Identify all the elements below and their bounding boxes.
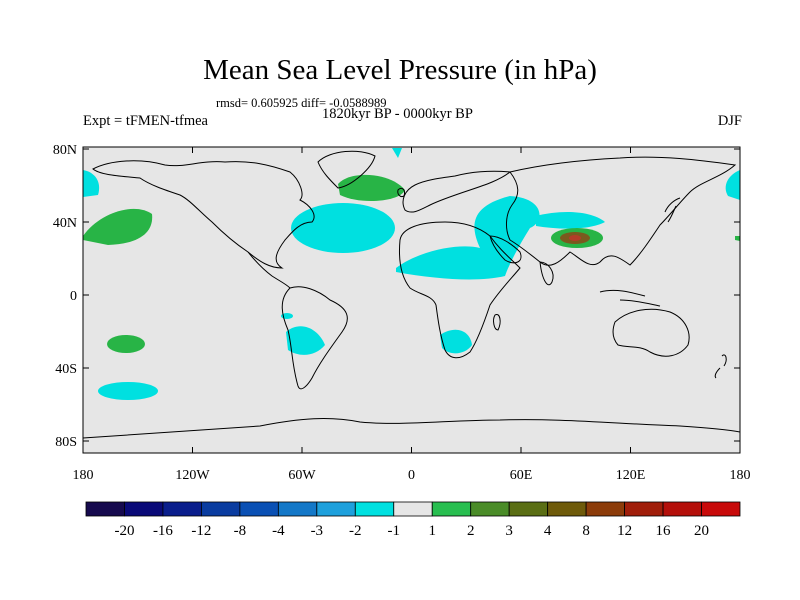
colorbar-label: -20 — [114, 523, 134, 539]
experiment-label: Expt = tFMEN-tfmea — [83, 113, 208, 129]
colorbar-box — [354, 501, 395, 517]
north-pacific-high — [83, 208, 153, 245]
lon-tick-label: 60W — [288, 468, 316, 483]
colorbar-label: 16 — [656, 523, 672, 539]
colorbar-label: -3 — [311, 523, 324, 539]
central-america-coast — [247, 251, 291, 289]
colorbar-label: 12 — [617, 523, 632, 539]
coastlines — [83, 150, 740, 439]
north-america-coast — [92, 160, 315, 269]
colorbar-label: 20 — [694, 523, 709, 539]
uk-coast — [397, 187, 405, 197]
north-atlantic-high — [338, 174, 405, 202]
colorbar-label: -12 — [191, 523, 211, 539]
colorbar-label: -2 — [349, 523, 362, 539]
colorbar-label: -8 — [234, 523, 247, 539]
colorbar-label: -1 — [388, 523, 401, 539]
stats-line: rmsd= 0.605925 diff= -0.0588989 — [216, 96, 387, 110]
period-label: 1820kyr BP - 0000kyr BP — [322, 106, 473, 122]
colorbar-box — [508, 501, 549, 517]
colorbar-box — [431, 501, 472, 517]
lon-tick-label: 120W — [175, 468, 210, 483]
east-edge-high — [735, 236, 740, 241]
colorbar-box — [162, 501, 202, 517]
colorbar-label: 1 — [428, 523, 436, 539]
australia-coast — [612, 308, 690, 357]
asia-coast — [506, 156, 737, 266]
anomaly-fields — [83, 148, 740, 439]
lat-tick-label: 40S — [55, 362, 77, 377]
colorbar-box — [393, 501, 433, 517]
lon-tick-label: 120E — [616, 468, 646, 483]
indonesia-coast — [599, 289, 661, 307]
madagascar-coast — [493, 313, 501, 331]
tibet-high-peak — [569, 235, 581, 241]
colorbar-label: -16 — [153, 523, 173, 539]
colorbar-label: 2 — [467, 523, 475, 539]
colorbar-box — [316, 501, 356, 517]
southern-africa-low — [440, 329, 472, 354]
colorbar-box — [239, 501, 279, 517]
colorbar-box — [124, 501, 164, 517]
colorbar-box — [701, 501, 741, 517]
central-asia-low — [536, 212, 605, 229]
plot-title: Mean Sea Level Pressure (in hPa) — [203, 54, 597, 86]
lon-tick-label: 180 — [73, 468, 94, 483]
greenland-coast — [317, 150, 376, 189]
south-pacific-low — [98, 382, 158, 400]
lat-tick-label: 40N — [53, 216, 77, 231]
lon-tick-label: 60E — [510, 468, 533, 483]
season-label: DJF — [717, 113, 742, 129]
longitude-axis: 180 120W 60W 0 60E 120E 180 — [73, 147, 751, 483]
colorbar-box — [277, 501, 318, 517]
pacific-west-low — [83, 170, 100, 197]
africa-coast — [399, 221, 521, 359]
colorbar-box — [547, 501, 587, 517]
south-america-coast — [281, 286, 348, 390]
lon-tick-label: 0 — [408, 468, 415, 483]
arctic-low — [392, 148, 402, 158]
map-background — [83, 147, 740, 453]
lat-tick-label: 80S — [55, 435, 77, 450]
arabia-coast — [489, 235, 522, 264]
colorbar-label: 8 — [582, 523, 590, 539]
japan-coast — [664, 197, 681, 223]
colorbar-label: 4 — [544, 523, 552, 539]
lat-tick-label: 80N — [53, 143, 77, 158]
colorbar-box — [624, 501, 664, 517]
colorbar-box — [85, 501, 125, 517]
north-atlantic-low — [291, 203, 395, 253]
latitude-axis: 80N 40N 0 40S 80S — [53, 143, 740, 450]
colorbar-box — [662, 501, 702, 517]
south-pacific-high — [107, 335, 145, 353]
antarctica-coast — [83, 418, 740, 439]
colorbar-box — [585, 501, 625, 517]
colorbar-box — [470, 501, 510, 517]
colorbar-box — [201, 501, 241, 517]
colorbar-label: -4 — [272, 523, 285, 539]
new-zealand-coast — [714, 354, 727, 379]
pacific-east-low — [725, 170, 740, 200]
south-america-low — [286, 326, 325, 355]
india-coast — [539, 261, 554, 286]
lat-tick-label: 0 — [70, 289, 77, 304]
lon-tick-label: 180 — [730, 468, 751, 483]
colorbar-label: 3 — [505, 523, 513, 539]
colorbar: -20 -16 -12 -8 -4 -3 -2 -1 1 2 3 4 8 12 16 20 — [85, 501, 741, 539]
